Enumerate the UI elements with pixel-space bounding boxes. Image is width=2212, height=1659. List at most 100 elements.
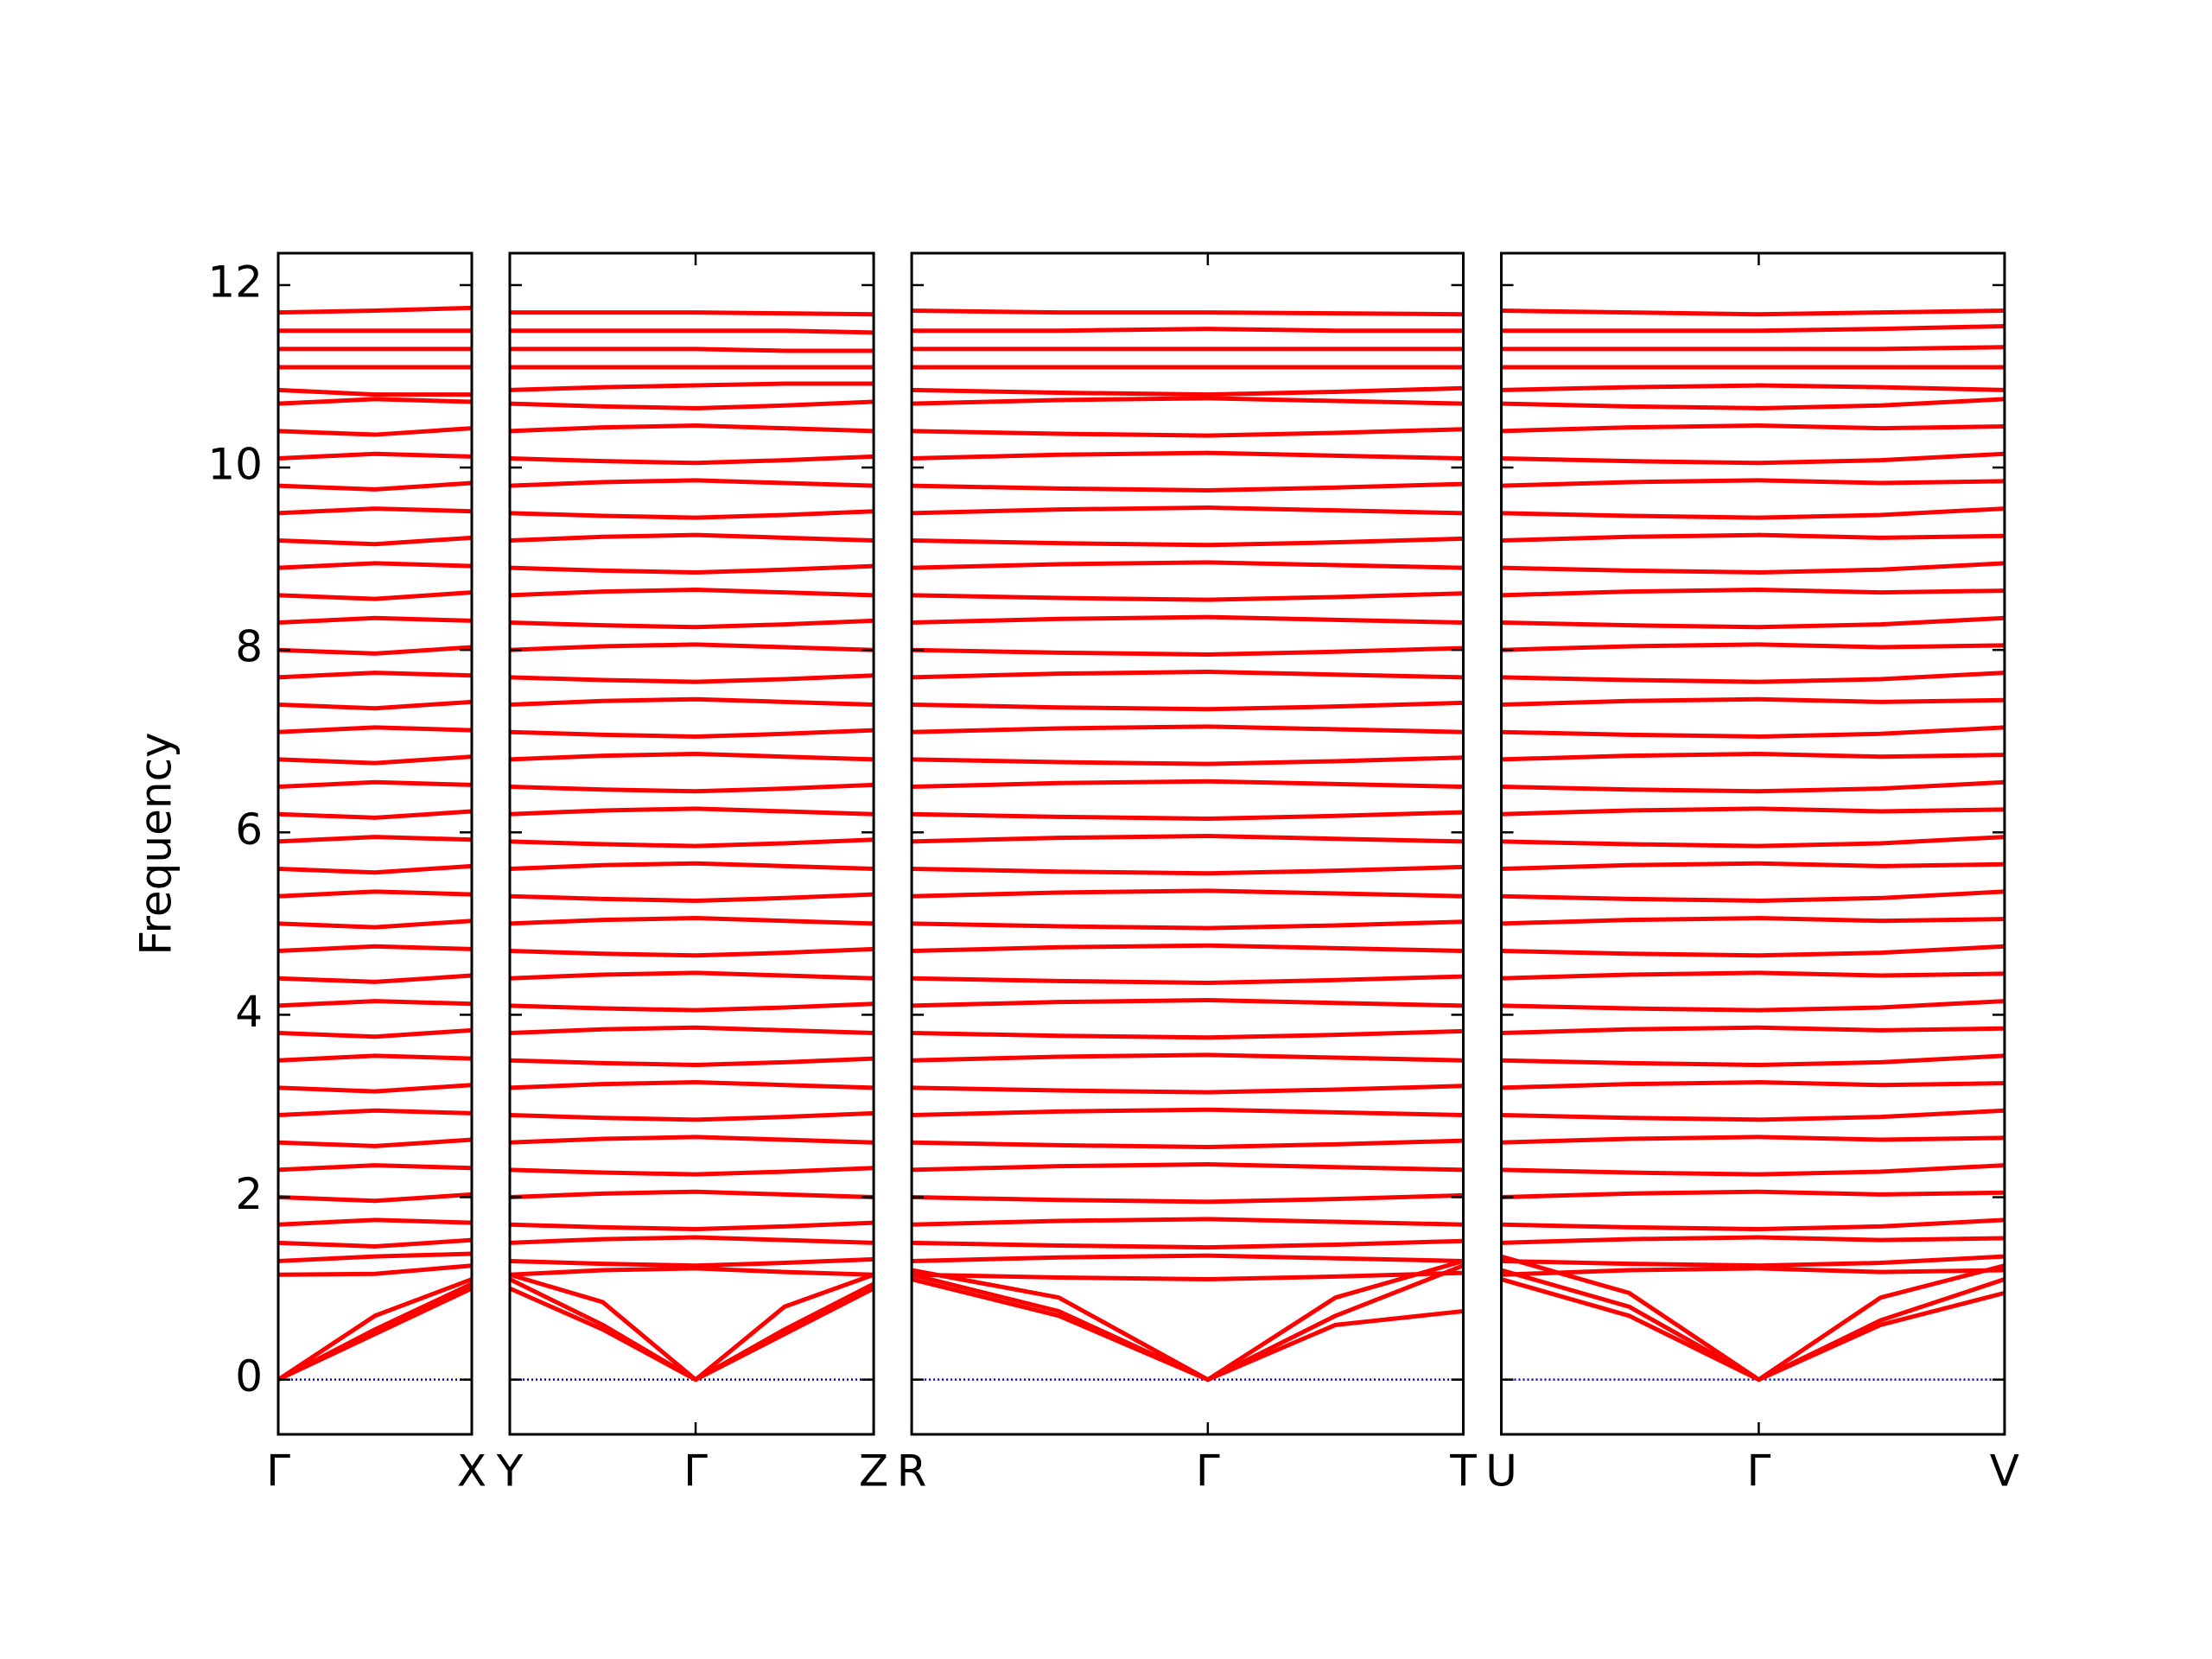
x-tick-label: U xyxy=(1485,1446,1517,1497)
band-line xyxy=(912,755,1464,766)
y-tick-label: 6 xyxy=(235,804,263,855)
band-line xyxy=(277,809,473,820)
band-line xyxy=(277,561,473,570)
band-line xyxy=(912,834,1464,844)
band-line xyxy=(1501,588,2005,598)
band-line xyxy=(509,1166,874,1177)
band-line xyxy=(277,779,473,790)
band-line xyxy=(277,387,472,397)
band-line xyxy=(912,1028,1464,1040)
x-tick-label: R xyxy=(897,1446,927,1497)
band-line xyxy=(1501,532,2005,543)
band-line xyxy=(1501,308,2005,317)
x-tick-label: V xyxy=(1990,1446,2019,1497)
band-line xyxy=(509,1235,874,1245)
band-line xyxy=(1501,397,2005,410)
band-line xyxy=(277,1137,473,1148)
band-line xyxy=(1501,1080,2005,1090)
x-tick-label: T xyxy=(1449,1446,1477,1497)
band-line xyxy=(277,754,473,766)
band-line xyxy=(509,970,874,981)
band-line xyxy=(1501,423,2005,434)
band-line xyxy=(509,696,874,708)
band-line xyxy=(912,974,1464,985)
band-line xyxy=(510,328,874,335)
band-line xyxy=(1501,999,2005,1013)
band-line xyxy=(277,889,473,899)
band-line xyxy=(912,1162,1464,1173)
band-line xyxy=(1501,779,2005,794)
band-line xyxy=(912,396,1464,406)
band-line xyxy=(277,944,473,954)
band-line xyxy=(277,480,473,492)
band-line xyxy=(912,810,1464,821)
band-line xyxy=(1501,1025,2005,1036)
band-line xyxy=(510,310,874,317)
y-tick-label: 0 xyxy=(235,1351,263,1402)
band-line xyxy=(509,423,874,434)
band-line xyxy=(277,590,473,601)
band-line xyxy=(912,645,1464,657)
band-line xyxy=(277,671,473,680)
band-line xyxy=(1501,861,2005,872)
band-line xyxy=(1501,1235,2005,1245)
panel-frame xyxy=(508,251,875,1436)
band-line xyxy=(912,1107,1464,1118)
band-line xyxy=(277,645,473,656)
band-line xyxy=(1501,1217,2005,1231)
band-line xyxy=(509,806,874,817)
band-line xyxy=(509,1025,874,1036)
band-line xyxy=(1501,345,2005,352)
panel-frame xyxy=(1500,251,2006,1436)
band-line xyxy=(509,1080,874,1090)
band-line xyxy=(509,837,874,849)
band-line xyxy=(277,835,473,844)
band-line xyxy=(912,481,1464,493)
x-tick-label: Z xyxy=(859,1446,888,1497)
band-line xyxy=(277,615,473,626)
band-line xyxy=(509,916,874,926)
band-line xyxy=(912,919,1464,931)
band-line xyxy=(277,1251,473,1263)
band-line xyxy=(912,560,1464,570)
band-line xyxy=(277,1027,473,1039)
band-line xyxy=(277,535,473,547)
x-tick-label: Γ xyxy=(683,1446,708,1497)
band-line xyxy=(912,888,1464,899)
band-line xyxy=(1501,1266,2005,1277)
band-line xyxy=(1501,752,2005,762)
band-line xyxy=(509,1110,874,1122)
band-line xyxy=(912,1052,1464,1063)
band-line xyxy=(276,1281,474,1382)
band-line xyxy=(1501,1053,2005,1067)
band-line xyxy=(509,1220,874,1231)
panel-frame xyxy=(276,251,474,1436)
band-line xyxy=(277,426,473,437)
band-line xyxy=(1501,323,2005,334)
band-line xyxy=(912,1138,1464,1149)
y-tick-label: 12 xyxy=(207,257,263,307)
band-line xyxy=(509,399,874,410)
band-line xyxy=(912,327,1464,334)
band-line xyxy=(912,1238,1464,1250)
band-line xyxy=(912,998,1464,1008)
band-line xyxy=(1501,835,2005,849)
band-line xyxy=(912,1217,1464,1227)
band-line xyxy=(277,1053,473,1063)
band-line xyxy=(509,509,874,520)
band-line xyxy=(1501,970,2005,981)
band-line xyxy=(1501,725,2005,739)
band-line xyxy=(277,1237,473,1249)
band-line xyxy=(912,700,1464,712)
y-tick-label: 4 xyxy=(235,987,263,1037)
band-line xyxy=(1501,916,2005,926)
x-tick-label: Γ xyxy=(1747,1446,1771,1497)
band-line xyxy=(912,779,1464,790)
band-line xyxy=(509,588,874,598)
band-line xyxy=(509,1189,874,1200)
band-line xyxy=(912,591,1464,602)
band-line xyxy=(277,863,473,875)
band-line xyxy=(912,1084,1464,1095)
band-line xyxy=(509,642,874,652)
